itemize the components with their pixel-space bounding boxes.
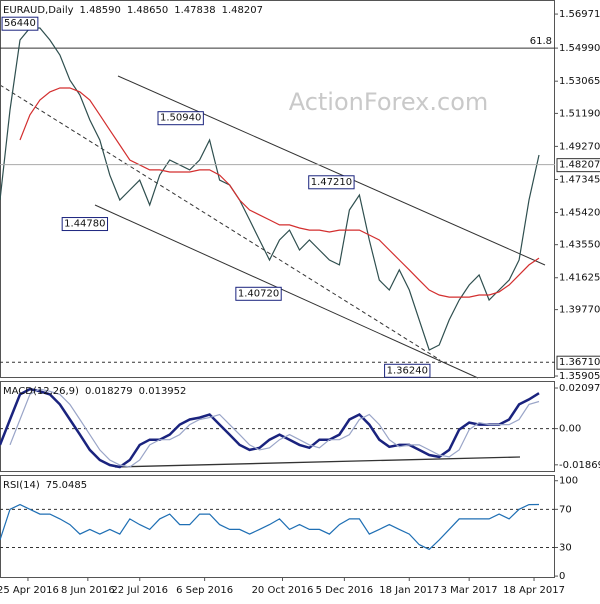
channel-lower (94, 204, 479, 379)
panel-title-value: 75.0485 (46, 480, 87, 491)
panel-title-value: 1.47838 (174, 5, 215, 16)
x-tick-label: 8 Jun 2016 (61, 585, 115, 596)
y-tick-label: 30 (559, 542, 572, 553)
panel-title-name: MACD(12,26,9) (3, 386, 79, 397)
channel-upper (117, 75, 546, 266)
y-tick-label: 100 (559, 476, 578, 487)
y-tick-label: 1.35905 (559, 371, 600, 382)
series-line (9, 388, 540, 468)
x-tick-label: 20 Oct 2016 (252, 585, 314, 596)
label-box (556, 158, 600, 173)
panel-title-name: RSI(14) (3, 480, 40, 491)
label-box (61, 217, 109, 232)
panel-frame (0, 0, 555, 378)
label-box (308, 175, 355, 190)
y-tick-label: 1.39770 (559, 305, 600, 316)
level-label: 61.8 (530, 36, 552, 47)
y-tick-label: 1.49270 (559, 141, 600, 152)
y-tick-label: 1.53065 (559, 76, 600, 87)
x-tick-label: 25 Apr 2016 (0, 585, 59, 596)
series-line (19, 87, 540, 298)
last-price-label: 1.48207 (559, 160, 600, 171)
annotation: 1.36240 (387, 365, 428, 376)
panel-title: MACD(12,26,9) 0.018279 0.013952 (3, 386, 186, 397)
label-box (384, 363, 431, 378)
x-tick-label: 22 Jul 2016 (111, 585, 168, 596)
y-tick-label: 0.00 (559, 424, 581, 435)
x-tick-label: 18 Apr 2017 (503, 585, 565, 596)
y-tick-label: 70 (559, 504, 572, 515)
channel-mid (0, 84, 441, 361)
label-box (157, 111, 204, 126)
x-tick-label: 6 Sep 2016 (176, 585, 233, 596)
annotation: 1.44780 (64, 219, 105, 230)
y-tick-label: 1.56971 (559, 9, 600, 20)
panel-frame (0, 475, 555, 578)
panel-title-value: 1.48590 (80, 5, 121, 16)
y-tick-label: 1.45420 (559, 208, 600, 219)
panel-title: EURAUD,Daily 1.48590 1.48650 1.47838 1.48207 (3, 5, 263, 16)
macd-trend (114, 456, 521, 468)
label-box (235, 286, 282, 301)
annotation: 1.40720 (238, 288, 279, 299)
annotation: 1.47210 (311, 177, 352, 188)
watermark: ActionForex.com (289, 88, 489, 116)
y-tick-label: 1.54990 (559, 43, 600, 54)
trend-lines (0, 75, 546, 468)
panel-title: RSI(14) 75.0485 (3, 480, 87, 491)
y-tick-label: 1.51190 (559, 108, 600, 119)
panel-title-value: 1.48650 (127, 5, 168, 16)
y-tick-label: 0 (559, 571, 565, 582)
y-tick-label: 0.020975 (559, 383, 600, 394)
panel-title-value: 0.013952 (139, 386, 187, 397)
level-label: 1.36710 (559, 357, 600, 368)
y-tick-label: 1.47345 (559, 174, 600, 185)
panel-title-value: 1.48207 (222, 5, 263, 16)
panel-title-value: 0.018279 (85, 386, 133, 397)
panel-title-name: EURAUD,Daily (3, 5, 74, 16)
annotation: 1.50940 (160, 113, 201, 124)
panel-frame (0, 381, 555, 472)
annotation: 56440 (4, 18, 36, 29)
y-tick-label: 1.43550 (559, 240, 600, 251)
y-tick-label: -0.018693 (559, 460, 600, 471)
series-line (0, 27, 540, 351)
x-tick-label: 3 Mar 2017 (441, 585, 498, 596)
series-line (0, 503, 540, 551)
label-box (556, 355, 600, 370)
series-line (0, 387, 540, 469)
x-tick-label: 18 Jan 2017 (379, 585, 439, 596)
y-tick-label: 1.41625 (559, 273, 600, 284)
x-tick-label: 5 Dec 2016 (316, 585, 374, 596)
label-box (1, 16, 39, 31)
